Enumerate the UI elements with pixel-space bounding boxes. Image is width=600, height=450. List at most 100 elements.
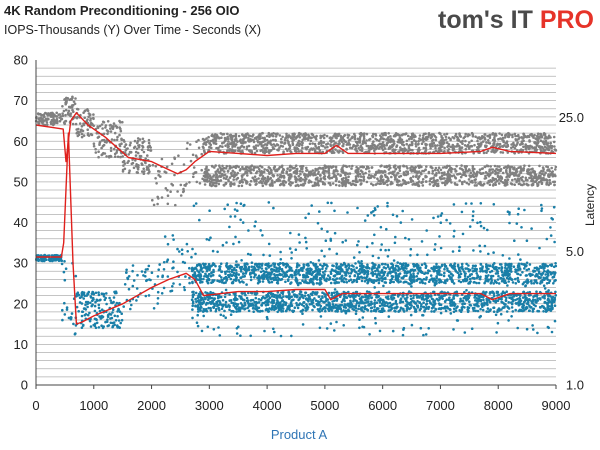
data-point [314,178,318,181]
data-point [77,310,80,313]
data-point [66,112,70,116]
data-point [468,174,471,177]
data-point [156,290,160,294]
data-point [182,286,186,289]
data-point [389,171,392,174]
data-point [353,132,356,136]
data-point [352,299,355,303]
data-point [147,172,150,175]
data-point [188,181,191,184]
data-point [350,302,353,305]
data-point [310,293,314,297]
data-point [101,127,104,130]
data-point [506,305,509,308]
data-point [332,306,335,310]
data-point [259,170,263,174]
data-point [288,144,291,147]
data-point [444,166,448,169]
data-point [185,242,189,246]
data-point [155,182,158,185]
site-logo: tom's IT PRO [438,6,594,34]
data-point [383,165,386,168]
data-point [370,300,373,304]
data-point [186,250,189,253]
data-point [118,119,121,123]
data-point [269,176,273,180]
data-point [47,117,50,121]
data-point [209,143,213,147]
data-point [225,164,229,168]
data-point [514,302,518,305]
data-point [102,292,106,296]
data-point [431,169,435,173]
data-point [140,148,144,152]
data-point [359,175,363,178]
data-point [289,164,292,168]
data-point [119,321,122,325]
data-point [246,174,249,177]
data-point [336,170,339,173]
data-point [474,178,478,181]
data-point [425,299,429,303]
data-point [98,124,102,128]
data-point [270,143,273,147]
data-point [480,172,484,175]
data-point [227,140,230,143]
data-point [255,149,259,153]
data-point [413,134,416,137]
data-point [209,302,212,305]
data-point [350,183,353,187]
data-point [433,174,437,177]
data-point [543,307,547,310]
data-point [314,144,317,148]
data-point [254,146,258,150]
data-point [109,149,113,152]
data-point [473,303,476,307]
data-point [485,141,488,144]
data-point [61,112,64,115]
data-point [409,294,413,298]
data-point [370,182,373,186]
data-point [241,292,244,295]
data-point [496,294,499,297]
data-point [541,172,544,175]
data-point [346,302,350,306]
data-point [542,310,545,313]
data-point [53,119,56,122]
data-point [126,277,130,281]
data-point [499,151,503,154]
data-point [106,120,110,123]
data-point [301,141,304,145]
data-point [483,133,487,136]
data-point [44,111,47,115]
data-point [479,299,483,303]
data-point [80,128,83,132]
data-point [453,145,457,148]
data-point [170,289,174,293]
data-point [488,183,492,186]
data-point [436,182,440,186]
data-point [254,296,258,300]
data-point [232,142,236,146]
data-point [287,176,291,180]
data-point [345,147,348,151]
data-point [247,136,250,140]
data-point [256,306,260,310]
data-point [234,138,238,141]
data-point [261,177,264,180]
data-point [228,293,231,296]
data-point [138,154,142,158]
data-point [311,142,315,145]
data-point [121,170,125,173]
data-point [391,140,394,143]
data-point [405,139,409,143]
data-point [370,166,374,169]
data-point [356,173,360,177]
data-point [411,183,415,186]
data-point [405,165,408,168]
data-point [453,304,456,308]
data-point [326,142,330,145]
data-point [313,305,316,309]
logo-text-accent: PRO [540,6,594,34]
data-point [409,135,412,139]
